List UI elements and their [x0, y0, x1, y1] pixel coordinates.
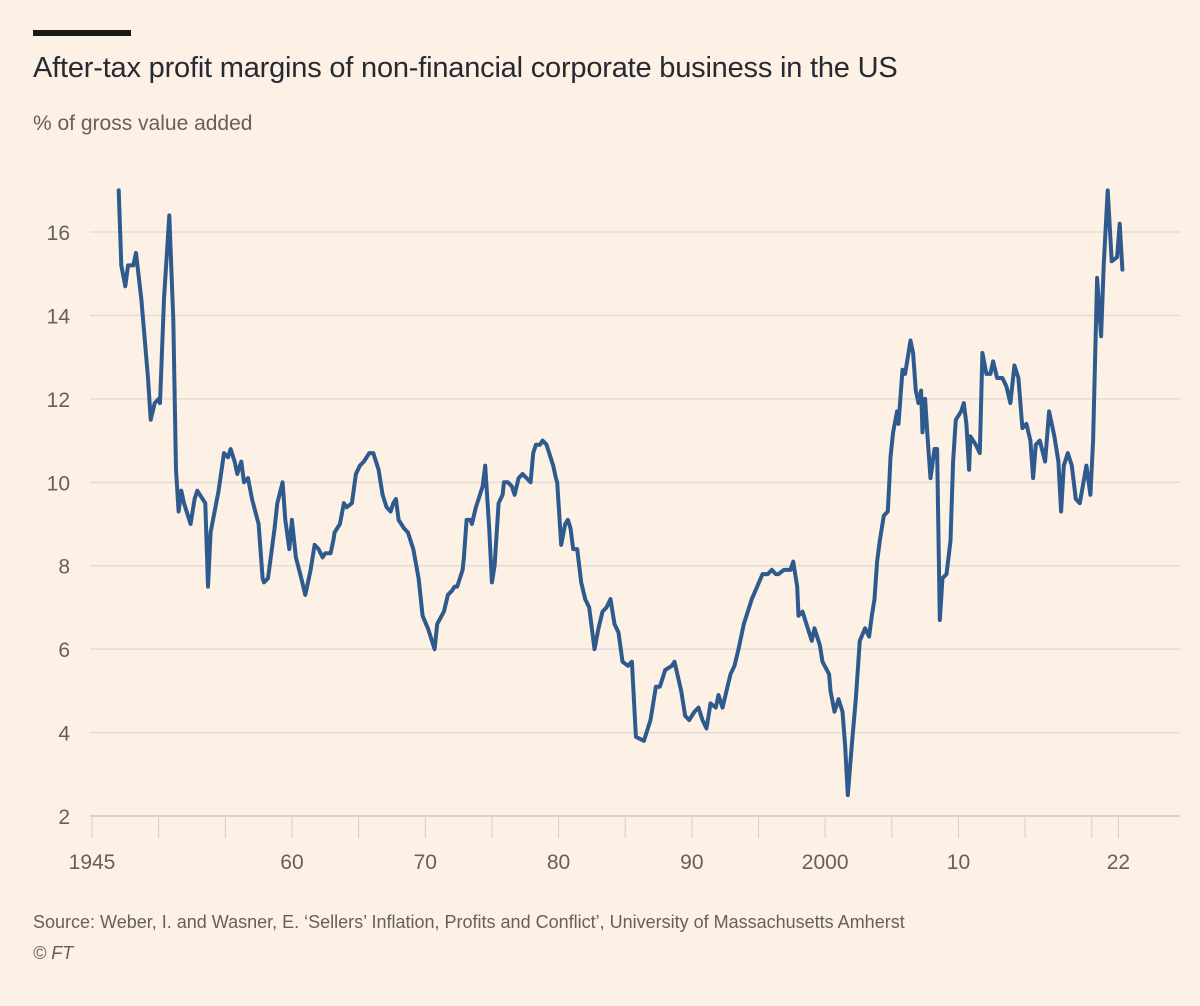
- y-tick-label: 16: [47, 222, 70, 245]
- y-tick-label: 6: [58, 639, 70, 662]
- copyright-credit: © FT: [33, 943, 74, 963]
- x-tick-label: 10: [947, 851, 970, 874]
- chart-subtitle: % of gross value added: [33, 112, 253, 135]
- x-tick-label: 90: [680, 851, 703, 874]
- y-tick-label: 12: [47, 389, 70, 412]
- x-tick-label: 60: [280, 851, 303, 874]
- chart-title: After-tax profit margins of non-financia…: [33, 52, 898, 84]
- y-tick-label: 2: [58, 806, 70, 829]
- y-tick-label: 8: [58, 556, 70, 579]
- x-tick-label: 22: [1107, 851, 1130, 874]
- y-tick-label: 14: [47, 305, 71, 328]
- ft-brand-bar: [33, 30, 131, 36]
- profit-margin-line: [116, 188, 1125, 798]
- source-note: Source: Weber, I. and Wasner, E. ‘Seller…: [33, 912, 905, 932]
- y-tick-label: 10: [47, 472, 70, 495]
- y-tick-label: 4: [58, 723, 70, 746]
- x-tick-label: 80: [547, 851, 570, 874]
- x-tick-label: 70: [414, 851, 437, 874]
- x-tick-label: 2000: [802, 851, 849, 874]
- x-tick-label: 1945: [69, 851, 116, 874]
